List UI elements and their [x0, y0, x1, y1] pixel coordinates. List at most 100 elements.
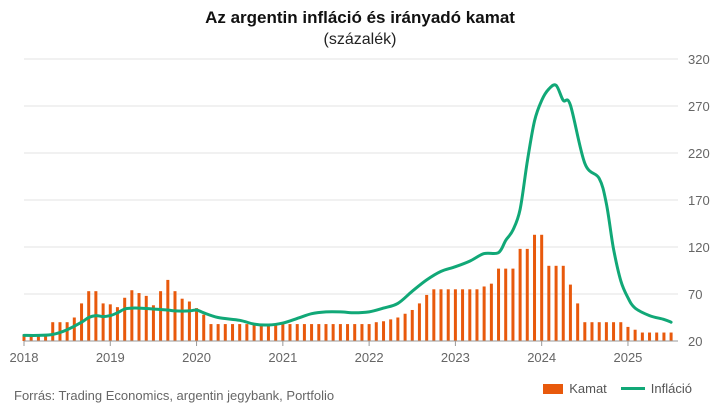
gridlines: [24, 58, 678, 295]
x-tick-label: 2019: [96, 350, 125, 365]
kamat-bar: [259, 324, 263, 341]
kamat-bar: [475, 289, 479, 341]
legend-inflacio-swatch: [620, 387, 645, 390]
kamat-bar: [446, 289, 450, 341]
kamat-bar: [180, 298, 184, 341]
y-tick-label: 170: [688, 193, 710, 208]
kamat-bar: [655, 332, 659, 341]
x-tick-label: 2018: [10, 350, 39, 365]
kamat-bar: [29, 334, 33, 341]
kamat-bar: [547, 265, 551, 341]
kamat-bar: [324, 324, 328, 341]
y-tick-label: 220: [688, 146, 710, 161]
y-tick-label: 270: [688, 99, 710, 114]
kamat-bar: [597, 322, 601, 341]
kamat-bar: [331, 324, 335, 341]
kamat-bar: [151, 305, 155, 341]
kamat-bar: [576, 303, 580, 341]
kamat-bar: [417, 303, 421, 341]
y-tick-label: 20: [688, 334, 702, 349]
kamat-bar: [108, 304, 112, 341]
kamat-bar: [511, 268, 515, 341]
kamat-bar: [295, 324, 299, 341]
kamat-bar: [367, 324, 371, 341]
kamat-bar: [274, 324, 278, 341]
legend-kamat-swatch: [543, 383, 564, 394]
kamat-bar: [346, 324, 350, 341]
kamat-bar: [22, 334, 26, 341]
kamat-bar: [360, 324, 364, 341]
kamat-bar: [115, 307, 119, 341]
y-tick-label: 120: [688, 240, 710, 255]
kamat-bar: [518, 248, 522, 341]
kamat-bar: [619, 322, 623, 341]
kamat-bar: [317, 324, 321, 341]
kamat-bar: [281, 324, 285, 341]
x-tick-label: 2021: [268, 350, 297, 365]
kamat-bar: [403, 313, 407, 341]
kamat-bar: [461, 289, 465, 341]
kamat-bar: [640, 332, 644, 341]
inflacio-line: [22, 83, 673, 337]
kamat-bar: [72, 317, 76, 341]
kamat-bar: [633, 329, 637, 341]
y-axis-labels: 20 70 120 170 220 270 320: [688, 52, 710, 349]
kamat-bar: [561, 265, 565, 341]
kamat-bars: [22, 234, 673, 341]
kamat-bar: [554, 265, 558, 341]
kamat-bar: [223, 324, 227, 341]
kamat-bar: [374, 322, 378, 341]
kamat-bar: [604, 322, 608, 341]
kamat-bar: [590, 322, 594, 341]
kamat-bar: [410, 309, 414, 341]
kamat-bar: [302, 324, 306, 341]
kamat-bar: [101, 303, 105, 341]
x-axis: 2018 2019 2020 2021 2022 2023 2024 2025: [10, 340, 678, 365]
kamat-bar: [648, 332, 652, 341]
kamat-bar: [468, 289, 472, 341]
kamat-bar: [173, 291, 177, 341]
kamat-bar: [137, 293, 141, 341]
inflacio-line-layer: [22, 83, 673, 337]
kamat-bar: [231, 324, 235, 341]
source-note: Forrás: Trading Economics, argentin jegy…: [14, 388, 335, 403]
kamat-bar: [288, 324, 292, 341]
legend-inflacio-label: Infláció: [650, 381, 692, 396]
kamat-bar: [497, 268, 501, 341]
kamat-bar: [216, 324, 220, 341]
kamat-bar: [432, 289, 436, 341]
kamat-bar: [338, 324, 342, 341]
kamat-bar: [396, 317, 400, 341]
chart-title: Az argentin infláció és irányadó kamat: [205, 8, 515, 27]
kamat-bar: [612, 322, 616, 341]
legend: Kamat Infláció: [543, 381, 692, 396]
kamat-bar: [583, 322, 587, 341]
kamat-bar: [389, 319, 393, 341]
kamat-bar: [36, 334, 40, 341]
kamat-bar: [662, 332, 666, 341]
kamat-bar: [144, 295, 148, 341]
kamat-bar: [439, 289, 443, 341]
y-tick-label: 320: [688, 52, 710, 67]
kamat-bar: [187, 301, 191, 341]
kamat-bar: [453, 289, 457, 341]
kamat-bar: [202, 314, 206, 341]
kamat-bar: [266, 324, 270, 341]
kamat-bar: [525, 248, 529, 341]
kamat-bar: [130, 290, 134, 341]
y-tick-label: 70: [688, 287, 702, 302]
kamat-bar: [669, 332, 673, 341]
kamat-bar: [209, 324, 213, 341]
kamat-bar: [482, 286, 486, 341]
kamat-bar: [245, 324, 249, 341]
kamat-bar: [540, 234, 544, 341]
x-tick-label: 2023: [441, 350, 470, 365]
kamat-bar: [51, 322, 55, 341]
kamat-bar: [195, 308, 199, 341]
chart-subtitle: (százalék): [323, 31, 397, 48]
kamat-bar: [626, 326, 630, 341]
x-tick-label: 2022: [355, 350, 384, 365]
x-tick-label: 2025: [613, 350, 642, 365]
kamat-bar: [44, 334, 48, 341]
